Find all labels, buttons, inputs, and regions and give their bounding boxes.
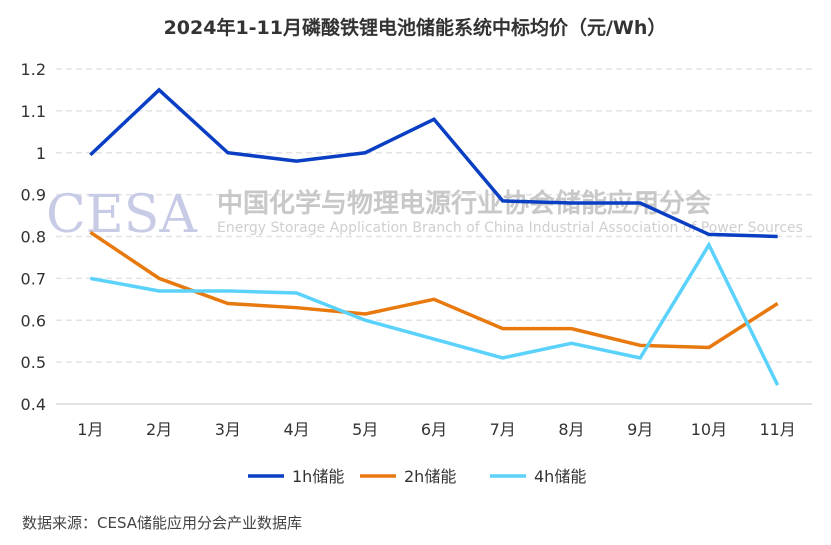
- x-tick-label: 2月: [146, 420, 172, 439]
- y-tick-label: 0.5: [21, 353, 46, 372]
- x-tick-label: 3月: [215, 420, 241, 439]
- x-tick-label: 10月: [691, 420, 727, 439]
- legend-label: 1h储能: [292, 467, 344, 486]
- x-tick-label: 1月: [77, 420, 103, 439]
- watermark-logo: CESA: [46, 185, 198, 245]
- x-tick-label: 8月: [558, 420, 584, 439]
- watermark: CESA 中国化学与物理电源行业协会储能应用分会 Energy Storage …: [46, 185, 803, 245]
- legend-label: 4h储能: [534, 467, 586, 486]
- x-tick-label: 9月: [627, 420, 653, 439]
- y-tick-label: 0.7: [21, 269, 46, 288]
- y-tick-label: 1.1: [21, 102, 46, 121]
- y-tick-label: 1.2: [21, 60, 46, 79]
- y-tick-label: 0.6: [21, 311, 46, 330]
- watermark-en: Energy Storage Application Branch of Chi…: [217, 220, 803, 236]
- x-tick-label: 11月: [759, 420, 795, 439]
- x-tick-label: 4月: [283, 420, 309, 439]
- x-tick-label: 6月: [421, 420, 447, 439]
- source-note: 数据来源：CESA储能应用分会产业数据库: [22, 514, 302, 532]
- series-line-3: [90, 241, 780, 386]
- y-tick-label: 0.9: [21, 186, 46, 205]
- chart-title: 2024年1-11月磷酸铁锂电池储能系统中标均价（元/Wh）: [164, 16, 667, 39]
- x-tick-label: 5月: [352, 420, 378, 439]
- legend-label: 2h储能: [404, 467, 456, 486]
- y-tick-label: 1: [36, 144, 46, 163]
- y-tick-label: 0.8: [21, 228, 46, 247]
- x-tick-label: 7月: [490, 420, 516, 439]
- y-tick-label: 0.4: [21, 395, 46, 414]
